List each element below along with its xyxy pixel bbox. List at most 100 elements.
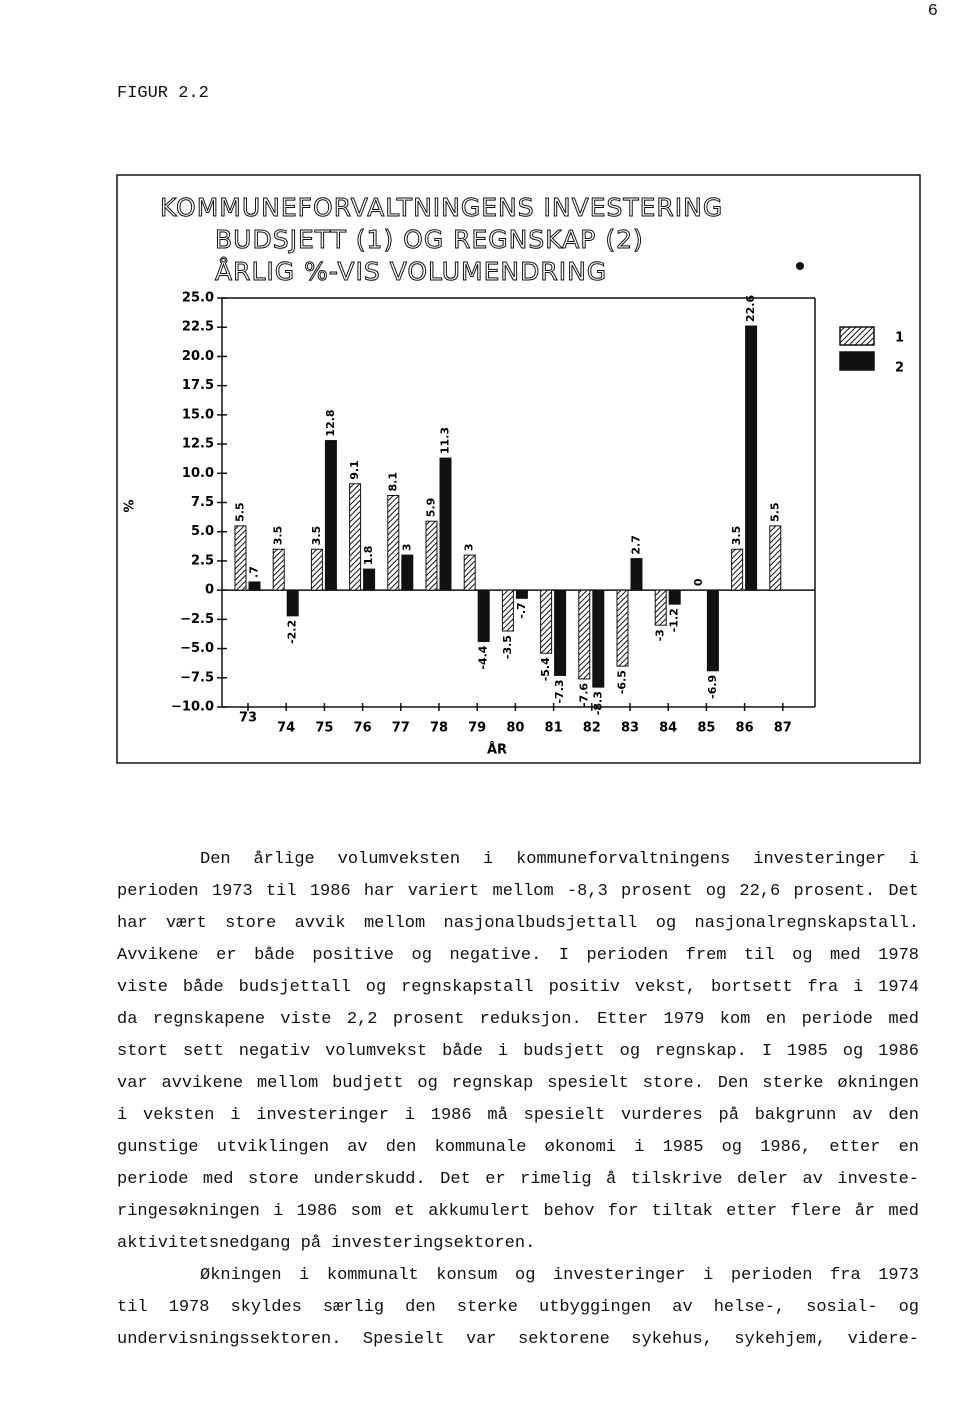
x-tick-label: 83 [621,721,639,736]
value-label: -3 [654,629,667,641]
x-tick-label: 85 [697,721,715,736]
value-label: 5.5 [768,502,781,522]
y-tick-label: 20.0 [182,349,214,364]
y-tick-label: 10.0 [182,466,214,481]
text-line: stort sett negativ volumvekst både i bud… [117,1042,919,1061]
text-line: aktivitetsnedgang på investeringsektoren… [117,1234,536,1253]
text-line: i veksten i investeringer i 1986 må spes… [117,1106,919,1125]
value-label: -8.3 [591,691,604,715]
value-label: 3.5 [272,526,285,546]
x-axis-label: ÅR [487,742,507,758]
text-line: har vært store avvik mellom nasjonalbuds… [117,914,919,933]
legend-label: 2 [895,361,904,376]
chart-title: KOMMUNEFORVALTNINGENS INVESTERING [160,193,723,222]
y-tick-label: 5.0 [191,524,214,539]
bar [668,589,681,605]
text-line: perioden 1973 til 1986 har variert mello… [117,882,919,901]
value-label: -4.4 [477,645,490,669]
value-label: 5.5 [234,502,247,522]
text-line: til 1978 skyldes særlig den sterke utbyg… [117,1298,919,1317]
body-text: Den årlige volumveksten i kommuneforvalt… [117,846,919,1358]
y-tick-label: 17.5 [182,378,214,393]
value-label: 8.1 [386,472,399,492]
y-tick-label: 2.5 [191,553,214,568]
bar [439,457,452,591]
x-tick-label: 73 [239,711,257,726]
value-label: -1.2 [668,608,681,632]
value-label: 2.7 [630,535,643,555]
bar [515,589,528,599]
text-line: Økningen i kommunalt konsum og investeri… [200,1266,919,1285]
x-tick-label: 80 [506,721,524,736]
bar [272,548,285,591]
x-tick-label: 84 [659,721,677,736]
bar [286,589,299,617]
text-line: var avvikene mellom budjett og regnskap … [117,1074,919,1093]
title-marker [796,262,804,270]
bar [477,589,490,643]
bar [540,589,553,654]
value-label: -.7 [515,602,528,618]
y-tick-label: −2.5 [180,612,214,627]
value-label: 5.9 [425,498,438,518]
bar [401,554,414,591]
legend-swatch [839,326,875,346]
y-tick-label: −10.0 [171,700,214,715]
value-label: -6.5 [616,670,629,694]
chart: KOMMUNEFORVALTNINGENS INVESTERING BUDSJET… [116,174,921,764]
x-tick-label: 76 [354,721,372,736]
text-line: viste både budsjettall og regnskapstall … [117,978,919,997]
value-label: 9.1 [348,460,361,480]
bar [363,568,376,591]
value-label: .7 [248,566,261,578]
value-label: 12.8 [324,409,337,436]
value-label: -7.6 [577,683,590,707]
value-label: 0 [692,578,705,586]
value-label: 3.5 [310,526,323,546]
y-tick-label: 25.0 [182,291,214,306]
bar [731,548,744,591]
bar [248,581,261,591]
x-tick-label: 74 [277,721,295,736]
text-line: periode med store underskudd. Det er rim… [117,1170,919,1189]
text-line: Den årlige volumveksten i kommuneforvalt… [200,850,919,869]
value-label: -2.2 [286,620,299,644]
legend-label: 1 [895,331,904,346]
y-tick-label: −7.5 [180,670,214,685]
bar [463,554,476,591]
value-label: 1.8 [362,546,375,566]
legend-swatch [839,351,875,371]
bar [310,548,323,591]
value-label: 3 [400,543,413,551]
bar [425,520,438,591]
value-label: -7.3 [553,679,566,703]
bar [654,589,667,626]
bar [769,525,782,591]
x-tick-label: 79 [468,721,486,736]
bar [554,589,567,676]
bar [349,483,362,591]
bar [501,589,514,632]
y-tick-label: 0 [205,583,214,598]
x-tick-label: 81 [545,721,563,736]
bar [387,494,400,591]
value-label: 11.3 [439,427,452,454]
figure-label: FIGUR 2.2 [117,84,209,103]
y-tick-label: 12.5 [182,437,214,452]
bar [706,589,719,672]
y-tick-label: 22.5 [182,320,214,335]
bar [592,589,605,688]
x-tick-label: 86 [736,721,754,736]
y-tick-label: −5.0 [180,641,214,656]
text-line: Avvikene er både positive og negative. I… [117,946,919,965]
x-tick-label: 87 [774,721,792,736]
chart-title: BUDSJETT (1) OG REGNSKAP (2) [215,225,644,254]
value-label: 3 [463,543,476,551]
figure-frame [116,174,921,764]
bar [630,558,643,591]
value-label: -6.9 [706,675,719,699]
text-line: gunstige utviklingen av den kommunale øk… [117,1138,919,1157]
page-number: 6 [927,2,938,21]
y-axis-label: % [120,499,135,512]
